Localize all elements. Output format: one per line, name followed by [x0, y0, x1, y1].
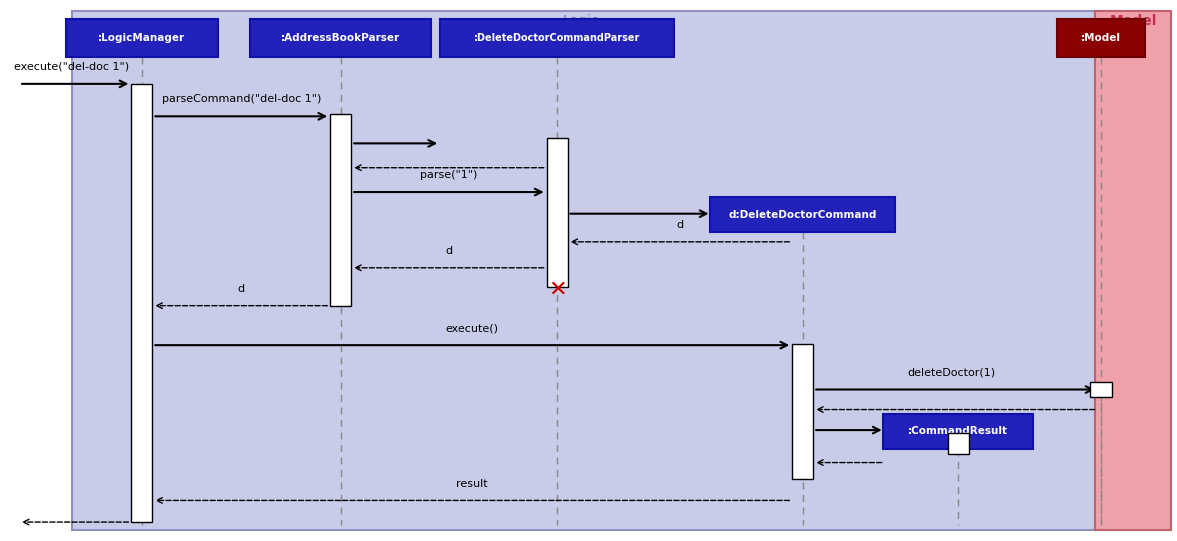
Text: Model: Model: [1110, 14, 1157, 28]
Text: parse("1"): parse("1"): [420, 170, 478, 180]
Bar: [331, 114, 351, 306]
FancyBboxPatch shape: [1057, 19, 1145, 57]
Text: execute(): execute(): [446, 324, 499, 333]
Text: :CommandResult: :CommandResult: [909, 426, 1009, 436]
Text: :DeleteDoctorCommandParser: :DeleteDoctorCommandParser: [474, 33, 640, 43]
Text: d: d: [677, 220, 684, 230]
FancyBboxPatch shape: [250, 19, 432, 57]
Text: :AddressBookParser: :AddressBookParser: [281, 33, 400, 43]
Bar: [947, 433, 969, 454]
FancyBboxPatch shape: [66, 19, 218, 57]
FancyBboxPatch shape: [440, 19, 674, 57]
Bar: [792, 344, 813, 479]
Text: :LogicManager: :LogicManager: [99, 33, 186, 43]
Text: :Model: :Model: [1080, 33, 1121, 43]
FancyBboxPatch shape: [884, 414, 1033, 449]
Bar: [1095, 11, 1171, 530]
Text: ✕: ✕: [547, 280, 566, 299]
Text: result: result: [457, 479, 488, 489]
Text: deleteDoctor(1): deleteDoctor(1): [907, 368, 996, 378]
Text: execute("del-doc 1"): execute("del-doc 1"): [14, 62, 129, 72]
Bar: [546, 138, 567, 287]
Text: d: d: [238, 284, 245, 294]
Bar: [1090, 382, 1111, 397]
Text: d: d: [445, 246, 452, 256]
Bar: [72, 11, 1095, 530]
Text: parseCommand("del-doc 1"): parseCommand("del-doc 1"): [161, 95, 321, 104]
Bar: [132, 84, 153, 522]
Text: d:DeleteDoctorCommand: d:DeleteDoctorCommand: [729, 210, 877, 220]
FancyBboxPatch shape: [711, 197, 896, 233]
Text: Logic: Logic: [563, 14, 599, 28]
